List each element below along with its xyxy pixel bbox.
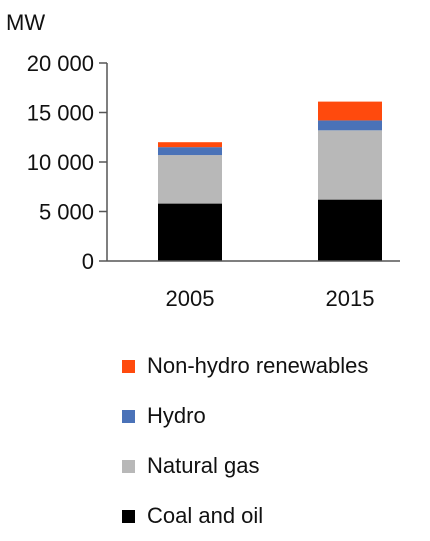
bars [158, 101, 382, 261]
legend-label: Non-hydro renewables [147, 353, 369, 378]
legend-label: Coal and oil [147, 503, 264, 528]
legend-label: Hydro [147, 403, 206, 428]
bar-segment-hydro-2015 [318, 120, 382, 131]
y-tick-label: 5 000 [39, 200, 94, 225]
y-axis-unit-label: MW [6, 10, 45, 35]
bar-segment-hydro-2005 [158, 147, 222, 156]
legend-item: Non-hydro renewables [122, 341, 368, 391]
legend-item: Natural gas [122, 441, 368, 491]
x-category-label: 2015 [326, 286, 375, 311]
bar-segment-natural-gas-2005 [158, 155, 222, 204]
legend-swatch [122, 359, 135, 373]
x-category-label: 2005 [166, 286, 215, 311]
legend-swatch [122, 459, 135, 473]
bar-segment-natural-gas-2015 [318, 130, 382, 200]
x-axis-labels: 2005 2015 [166, 286, 375, 311]
legend-swatch [122, 509, 135, 523]
bar-segment-non-hydro-renewables-2005 [158, 142, 222, 148]
bar-segment-non-hydro-renewables-2015 [318, 101, 382, 121]
y-tick-label: 20 000 [27, 51, 94, 76]
y-tick-label: 0 [82, 249, 94, 274]
legend-label: Natural gas [147, 453, 260, 478]
y-tick-label: 10 000 [27, 150, 94, 175]
legend-item: Coal and oil [122, 491, 368, 541]
legend-item: Hydro [122, 391, 368, 441]
stacked-bar-chart: MW 0 5 000 10 000 15 000 20 000 2005 2015 [6, 10, 400, 311]
y-tick-label: 15 000 [27, 101, 94, 126]
bar-segment-coal-and-oil-2005 [158, 203, 222, 261]
bar-segment-coal-and-oil-2015 [318, 199, 382, 261]
y-axis: 0 5 000 10 000 15 000 20 000 [27, 51, 107, 274]
legend: Non-hydro renewables Hydro Natural gas Coal… [122, 341, 368, 541]
legend-swatch [122, 409, 135, 423]
